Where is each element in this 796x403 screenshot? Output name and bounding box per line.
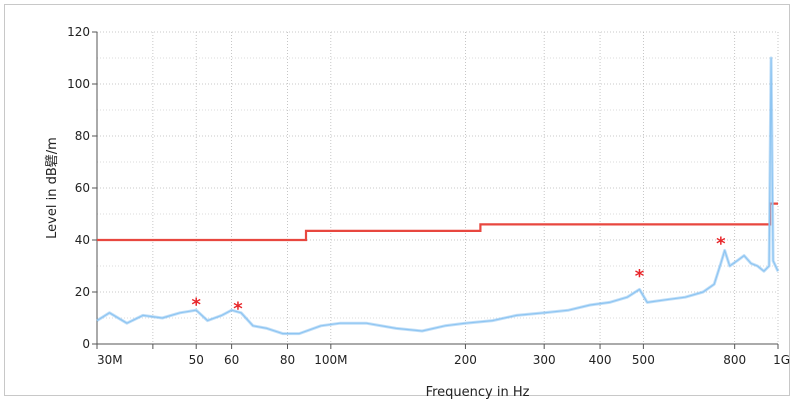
x-tick-label: 50 <box>189 353 204 367</box>
x-tick-label: 80 <box>280 353 295 367</box>
y-tick-label: 0 <box>82 337 90 351</box>
x-tick-label: 60 <box>224 353 239 367</box>
peak-marker: * <box>716 233 726 254</box>
y-tick-label: 80 <box>75 129 90 143</box>
x-tick-label: 200 <box>454 353 477 367</box>
x-tick-label: 1G <box>773 353 790 367</box>
x-tick-label: 100M <box>314 353 347 367</box>
y-tick-label: 20 <box>75 285 90 299</box>
tick-labels: 0 20 40 60 80 100 120 30M 50 60 80 100M 200 300 400 500… <box>67 25 790 367</box>
x-tick-label: 800 <box>723 353 746 367</box>
x-axis-title: Frequency in Hz <box>426 385 530 400</box>
peak-marker: * <box>191 294 201 315</box>
x-tick-label: 500 <box>632 353 655 367</box>
x-tick-label: 300 <box>533 353 556 367</box>
y-tick-label: 60 <box>75 181 90 195</box>
peak-marker: * <box>635 266 645 287</box>
y-axis-title: Level in dB礕/m <box>45 137 60 239</box>
limit-line <box>97 204 778 240</box>
x-tick-label: 400 <box>589 353 612 367</box>
y-tick-label: 120 <box>67 25 90 39</box>
y-tick-label: 100 <box>67 77 90 91</box>
x-tick-label: 30M <box>97 353 123 367</box>
y-tick-label: 40 <box>75 233 90 247</box>
peak-marker: * <box>233 298 243 319</box>
